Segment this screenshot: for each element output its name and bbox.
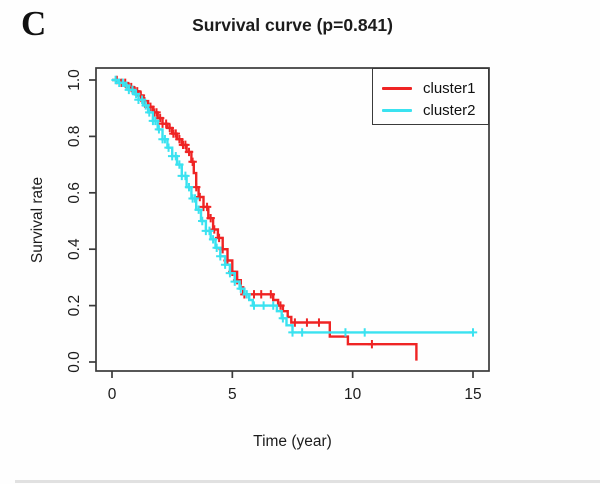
censor-mark-cluster2 [198,216,207,226]
y-tick-label: 0.2 [66,295,83,317]
censor-mark-cluster1 [302,318,312,327]
legend: cluster1 cluster2 [372,68,489,125]
censor-mark-cluster1 [165,123,174,133]
x-tick-label: 10 [344,386,362,403]
censor-mark-cluster2 [230,277,239,286]
censor-mark-cluster1 [210,225,219,234]
x-tick-label: 0 [108,386,117,403]
plot-box [95,67,490,372]
censor-mark-cluster1 [195,192,205,202]
censor-mark-cluster1 [206,213,215,223]
x-tick-label: 15 [464,386,481,403]
censor-mark-cluster1 [257,290,266,299]
censor-mark-cluster2 [212,243,221,252]
x-axis-label: Time (year) [253,433,332,450]
censor-mark-cluster2 [216,252,225,261]
censor-mark-cluster2 [360,328,369,337]
censor-mark-cluster2 [220,260,230,269]
censor-mark-cluster1 [175,135,184,144]
x-tick-label: 5 [228,386,237,403]
cluster2-line-swatch [382,108,412,112]
censor-mark-cluster1 [367,340,377,349]
panel-label: C [21,4,47,43]
censor-mark-cluster2 [194,205,203,214]
y-tick-label: 1.0 [66,69,83,91]
censor-mark-cluster2 [468,328,478,337]
legend-label-cluster2: cluster2 [423,101,476,119]
censor-mark-cluster1 [314,318,324,327]
censor-mark-cluster2 [131,89,141,99]
y-tick-label: 0.0 [66,351,83,373]
censor-mark-cluster2 [171,151,180,161]
censor-mark-cluster2 [297,328,307,337]
censor-mark-cluster1 [184,147,194,157]
censor-mark-cluster1 [188,157,197,166]
censor-mark-cluster1 [181,140,190,150]
censor-mark-cluster2 [122,81,131,90]
censor-mark-cluster1 [249,290,259,299]
censor-mark-cluster1 [161,119,171,128]
censor-mark-cluster2 [242,290,251,299]
censor-mark-cluster2 [160,135,170,144]
censor-mark-cluster1 [290,318,300,327]
censor-mark-cluster2 [341,328,350,337]
censor-mark-cluster2 [137,95,147,104]
censor-mark-cluster2 [190,194,200,203]
censor-mark-cluster2 [205,226,214,236]
censor-mark-cluster2 [141,101,150,110]
censor-mark-cluster1 [192,182,201,192]
y-tick-label: 0.8 [66,126,83,148]
censor-mark-cluster2 [236,284,245,293]
censor-mark-cluster2 [259,301,268,310]
censor-mark-cluster2 [175,160,184,169]
censor-mark-cluster2 [164,143,173,152]
censor-mark-cluster1 [202,202,212,212]
censor-mark-cluster2 [154,125,164,134]
censor-mark-cluster1 [266,290,276,299]
censor-mark-cluster2 [249,301,259,310]
censor-mark-cluster2 [208,235,218,244]
censor-mark-cluster2 [278,314,288,323]
censor-mark-cluster2 [181,171,190,181]
cluster1-line-swatch [382,86,412,90]
image-bottom-edge [15,480,600,483]
legend-item-cluster1: cluster1 [373,77,488,99]
censor-mark-cluster1 [214,233,224,243]
censor-mark-cluster2 [145,108,154,117]
censor-mark-cluster2 [225,268,235,278]
chart-title: Survival curve (p=0.841) [192,15,393,35]
legend-label-cluster1: cluster1 [423,79,476,97]
y-tick-label: 0.6 [66,182,83,204]
censor-mark-cluster2 [151,116,160,126]
y-tick-label: 0.4 [66,238,83,260]
censor-mark-cluster1 [171,129,180,138]
censor-mark-cluster2 [288,328,297,337]
censor-mark-cluster2 [128,85,137,95]
censor-mark-cluster2 [184,182,194,192]
censor-mark-cluster1 [155,113,165,123]
legend-item-cluster2: cluster2 [373,99,488,121]
censor-mark-cluster2 [269,301,278,310]
